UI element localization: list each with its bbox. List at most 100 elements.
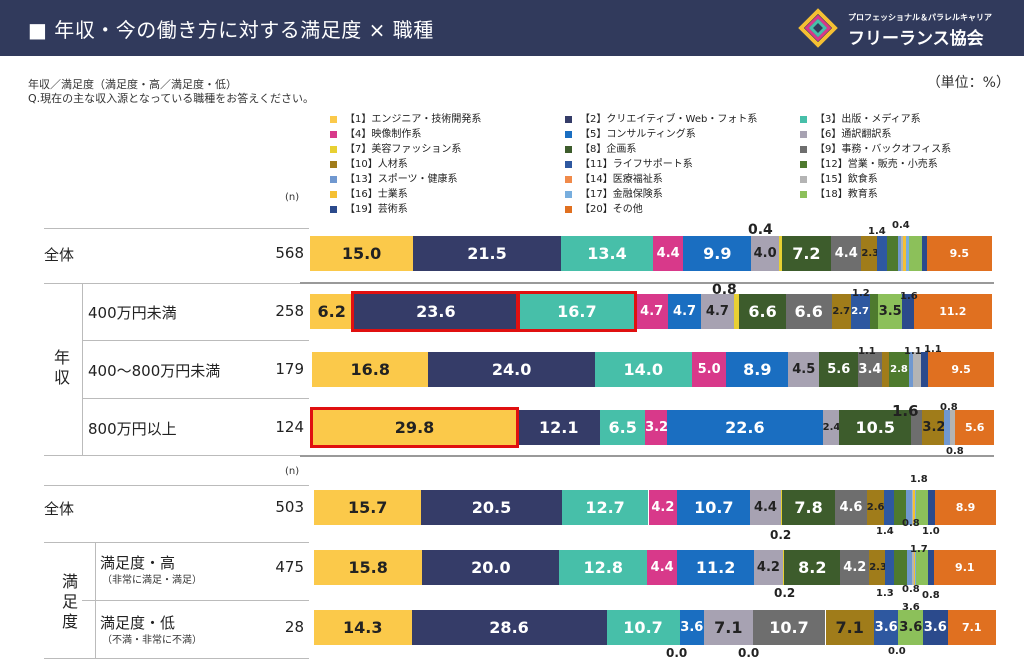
bar-segment	[645, 410, 668, 445]
legend-swatch	[330, 175, 337, 183]
bar-segment	[825, 610, 874, 645]
bar-value-label: 4.4	[650, 560, 674, 575]
bar-segment	[884, 490, 895, 525]
legend-label: 【13】スポーツ・健康系	[345, 174, 458, 185]
bar-segment	[517, 410, 601, 445]
bar-segment	[908, 236, 922, 271]
legend-label: 【11】ライフサポート系	[580, 159, 693, 170]
legend-label: 【10】人材系	[345, 159, 408, 170]
row-label: 満足度・低	[100, 614, 176, 632]
legend-swatch	[565, 145, 572, 153]
bar-segment	[897, 236, 901, 271]
bar-value-label: 10.5	[855, 418, 896, 437]
bar-segment	[648, 490, 678, 525]
bar-segment	[928, 352, 994, 387]
bar-segment	[782, 550, 785, 585]
legend-item: 【1】エンジニア・技術開発系	[330, 110, 481, 125]
bar-segment	[784, 550, 841, 585]
bar-segment	[822, 410, 840, 445]
legend-swatch	[800, 175, 807, 183]
outside-value-label: 1.0	[922, 526, 940, 537]
bar-value-label: 2.7	[832, 306, 851, 317]
bar-row: 14.3 28.6 10.7 3.6 7.1 10.7 7.1 3.6 3.6 3.6 7.1	[314, 610, 996, 645]
bar-segment	[781, 490, 836, 525]
bar-segment	[310, 236, 414, 271]
row-n-value: 258	[275, 302, 304, 320]
legend-label: 【16】士業系	[345, 189, 408, 200]
row-divider	[44, 485, 309, 486]
bar-segment	[933, 550, 996, 585]
bar-segment	[422, 550, 560, 585]
bar-segment	[911, 490, 914, 525]
bar-segment	[900, 236, 904, 271]
legend-item: 【13】スポーツ・健康系	[330, 170, 458, 185]
legend-label: 【6】通訳翻訳系	[815, 129, 892, 140]
bar-segment	[428, 352, 595, 387]
row-label: 800万円以上	[88, 420, 177, 438]
bar-segment	[922, 410, 945, 445]
legend-item: 【7】美容ファッション系	[330, 140, 461, 155]
row-n-value: 475	[275, 558, 304, 576]
bar-value-label: 4.2	[843, 560, 867, 575]
bar-segment	[653, 236, 684, 271]
bar-segment	[635, 294, 669, 329]
legend-swatch	[800, 145, 807, 153]
legend-swatch	[565, 160, 572, 168]
legend-item: 【3】出版・メディア系	[800, 110, 921, 125]
bar-segment	[906, 550, 913, 585]
bar-segment	[677, 550, 755, 585]
legend-item: 【15】飲食系	[800, 170, 878, 185]
logo-org-name: フリーランス協会	[848, 29, 984, 49]
bar-segment	[831, 294, 851, 329]
outside-value-label: 0.2	[770, 528, 792, 542]
row-n-value: 28	[284, 618, 304, 636]
bar-segment	[944, 410, 950, 445]
bar-value-label: 5.0	[697, 362, 721, 377]
bar-value-label: 9.1	[955, 561, 975, 574]
legend-swatch	[565, 205, 572, 213]
outside-value-label: 0.8	[922, 590, 940, 601]
legend-item: 【6】通訳翻訳系	[800, 125, 891, 140]
legend-label: 【7】美容ファッション系	[345, 144, 462, 155]
bar-value-label: 4.2	[756, 560, 780, 575]
bar-value-label: 6.2	[317, 302, 346, 321]
bar-segment	[778, 236, 782, 271]
bar-segment	[840, 550, 870, 585]
bar-segment	[691, 352, 727, 387]
row-label: 満足度・高	[100, 554, 176, 572]
bar-segment	[594, 352, 692, 387]
bar-value-label: 4.6	[839, 500, 863, 515]
bar-segment	[683, 236, 752, 271]
row-divider	[82, 340, 309, 341]
outside-value-label: 0.0	[666, 646, 688, 660]
bar-segment	[889, 352, 909, 387]
bar-segment	[754, 550, 783, 585]
bar-segment	[920, 352, 929, 387]
row-divider	[44, 283, 309, 284]
association-logo: プロフェッショナル＆パラレルキャリア フリーランス協会	[798, 6, 1008, 50]
legend-swatch	[565, 190, 572, 198]
bar-segment	[935, 490, 996, 525]
bar-value-label: 23.6	[416, 302, 456, 321]
legend-item: 【12】営業・販売・小売系	[800, 155, 938, 170]
bar-segment	[898, 610, 924, 645]
bar-value-label: 12.8	[583, 558, 623, 577]
legend-item: 【4】映像制作系	[330, 125, 421, 140]
outside-value-label: 3.6	[902, 602, 920, 613]
bar-value-label: 8.9	[955, 501, 976, 514]
bar-value-label: 3.5	[878, 304, 902, 319]
bar-row: 15.7 20.5 12.7 4.2 10.7 4.4 7.8 4.6 2.6 8.9	[314, 490, 996, 525]
bar-segment	[906, 490, 912, 525]
legend-label: 【9】事務・バックオフィス系	[815, 144, 952, 155]
bar-segment	[819, 352, 859, 387]
bar-segment	[739, 294, 786, 329]
row-label: 全体	[44, 246, 75, 264]
bar-segment	[310, 294, 354, 329]
legend-label: 【14】医療福祉系	[580, 174, 663, 185]
row-n-value: 568	[275, 244, 304, 262]
bar-value-label: 5.6	[964, 421, 985, 434]
bar-value-label: 24.0	[491, 360, 532, 379]
section-divider	[300, 282, 994, 284]
legend-swatch	[565, 115, 572, 123]
bar-segment	[750, 490, 781, 525]
